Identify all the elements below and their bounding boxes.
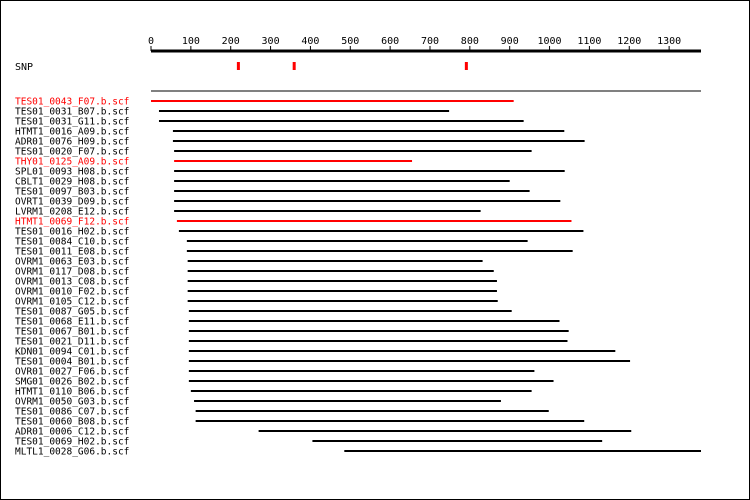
read-name-label[interactable]: TES01_0067_B01.b.scf (15, 327, 129, 338)
read-name-label[interactable]: TES01_0021_D11.b.scf (15, 337, 129, 348)
read-name-label[interactable]: THY01_0125_A09.b.scf (15, 157, 129, 168)
read-row: OVRM1_0063_E03.b.scf (15, 257, 483, 268)
read-name-label[interactable]: TES01_0016_H02.b.scf (15, 227, 129, 238)
axis-tick-label: 0 (148, 36, 154, 47)
axis-tick-label: 100 (182, 36, 200, 47)
read-name-label[interactable]: OVRT1_0039_D09.b.scf (15, 197, 129, 208)
read-row: ADR01_0076_H09.b.scf (15, 137, 585, 148)
read-name-label[interactable]: SPL01_0093_H08.b.scf (15, 167, 129, 178)
read-row: TES01_0087_G05.b.scf (15, 307, 512, 318)
read-row: TES01_0084_C10.b.scf (15, 237, 528, 248)
read-name-label[interactable]: TES01_0097_B03.b.scf (15, 187, 129, 198)
read-name-label[interactable]: HTMT1_0069_F12.b.scf (15, 217, 129, 228)
read-name-label[interactable]: TES01_0031_G11.b.scf (15, 117, 129, 128)
read-row: TES01_0021_D11.b.scf (15, 337, 568, 348)
axis-tick-label: 900 (501, 36, 519, 47)
read-row: OVRM1_0013_C08.b.scf (15, 277, 497, 288)
read-row: OVRM1_0117_D08.b.scf (15, 267, 494, 278)
axis-tick-label: 1000 (538, 36, 562, 47)
read-row: SMG01_0026_B02.b.scf (15, 377, 554, 388)
position-axis: 0 100 200 300 400 500 600 700 800 900 1000 1100 1200… (148, 36, 701, 53)
read-row: TES01_0060_B08.b.scf (15, 417, 585, 428)
read-name-label[interactable]: HTMT1_0110_B06.b.scf (15, 387, 129, 398)
read-name-label[interactable]: OVRM1_0105_C12.b.scf (15, 297, 129, 308)
read-row: THY01_0125_A09.b.scf (15, 157, 413, 168)
read-name-label[interactable]: TES01_0084_C10.b.scf (15, 237, 129, 248)
read-name-label[interactable]: TES01_0004_B01.b.scf (15, 357, 129, 368)
read-row: TES01_0086_C07.b.scf (15, 407, 549, 418)
read-name-label[interactable]: TES01_0031_B07.b.scf (15, 107, 129, 118)
read-name-label[interactable]: TES01_0068_E11.b.scf (15, 317, 129, 328)
read-name-label[interactable]: MLTL1_0028_G06.b.scf (15, 447, 129, 458)
axis-tick-label: 1100 (577, 36, 601, 47)
read-name-label[interactable]: OVRM1_0117_D08.b.scf (15, 267, 129, 278)
read-name-label[interactable]: ADR01_0076_H09.b.scf (15, 137, 129, 148)
axis-tick-label: 400 (301, 36, 319, 47)
read-name-label[interactable]: TES01_0011_E08.b.scf (15, 247, 129, 258)
read-row: TES01_0097_B03.b.scf (15, 187, 530, 198)
snp-marker[interactable] (292, 62, 296, 70)
read-name-label[interactable]: TES01_0069_H02.b.scf (15, 437, 129, 448)
read-name-label[interactable]: SMG01_0026_B02.b.scf (15, 377, 129, 388)
read-row: ADR01_0006_C12.b.scf (15, 427, 632, 438)
read-row: OVRM1_0050_G03.b.scf (15, 397, 501, 408)
read-row: SPL01_0093_H08.b.scf (15, 167, 565, 178)
axis-tick-label: 800 (461, 36, 479, 47)
read-name-label[interactable]: TES01_0060_B08.b.scf (15, 417, 129, 428)
axis-tick-label: 600 (381, 36, 399, 47)
axis-tick-label: 300 (262, 36, 280, 47)
read-row: TES01_0069_H02.b.scf (15, 437, 603, 448)
read-name-label[interactable]: TES01_0087_G05.b.scf (15, 307, 129, 318)
read-row: TES01_0031_B07.b.scf (15, 107, 450, 118)
read-row: TES01_0067_B01.b.scf (15, 327, 569, 338)
read-name-label[interactable]: TES01_0086_C07.b.scf (15, 407, 129, 418)
read-row: TES01_0020_F07.b.scf (15, 147, 532, 158)
read-list: TES01_0043_F07.b.scfTES01_0031_B07.b.scf… (15, 97, 701, 458)
read-row: LVRM1_0208_E12.b.scf (15, 207, 481, 218)
read-name-label[interactable]: TES01_0020_F07.b.scf (15, 147, 129, 158)
read-name-label[interactable]: OVRM1_0050_G03.b.scf (15, 397, 129, 408)
snp-marker[interactable] (236, 62, 240, 70)
axis-tick-label: 700 (421, 36, 439, 47)
read-row: TES01_0031_G11.b.scf (15, 117, 524, 128)
axis-tick-label: 1300 (657, 36, 681, 47)
snp-track-label: SNP (15, 62, 33, 73)
axis-tick-label: 1200 (617, 36, 641, 47)
read-row: TES01_0011_E08.b.scf (15, 247, 573, 258)
snp-marker[interactable] (464, 62, 468, 70)
read-row: KDN01_0094_C01.b.scf (15, 347, 616, 358)
read-name-label[interactable]: HTMT1_0016_A09.b.scf (15, 127, 129, 138)
read-name-label[interactable]: OVR01_0027_F06.b.scf (15, 367, 129, 378)
read-name-label[interactable]: OVRM1_0063_E03.b.scf (15, 257, 129, 268)
read-row: TES01_0043_F07.b.scf (15, 97, 514, 108)
axis-tick-label: 500 (341, 36, 359, 47)
read-row: HTMT1_0069_F12.b.scf (15, 217, 572, 228)
read-name-label[interactable]: OVRM1_0010_F02.b.scf (15, 287, 129, 298)
read-name-label[interactable]: KDN01_0094_C01.b.scf (15, 347, 129, 358)
read-row: TES01_0004_B01.b.scf (15, 357, 631, 368)
read-row: CBLT1_0029_H08.b.scf (15, 177, 510, 188)
read-name-label[interactable]: OVRM1_0013_C08.b.scf (15, 277, 129, 288)
read-row: TES01_0016_H02.b.scf (15, 227, 584, 238)
read-name-label[interactable]: LVRM1_0208_E12.b.scf (15, 207, 129, 218)
read-row: OVRM1_0010_F02.b.scf (15, 287, 497, 298)
read-row: OVRT1_0039_D09.b.scf (15, 197, 561, 208)
read-row: OVRM1_0105_C12.b.scf (15, 297, 498, 308)
axis-tick-label: 200 (222, 36, 240, 47)
read-row: TES01_0068_E11.b.scf (15, 317, 560, 328)
read-name-label[interactable]: CBLT1_0029_H08.b.scf (15, 177, 129, 188)
read-row: OVR01_0027_F06.b.scf (15, 367, 535, 378)
snp-track: SNP (15, 62, 468, 73)
read-name-label[interactable]: ADR01_0006_C12.b.scf (15, 427, 129, 438)
read-row: HTMT1_0110_B06.b.scf (15, 387, 532, 398)
read-row: HTMT1_0016_A09.b.scf (15, 127, 565, 138)
read-name-label[interactable]: TES01_0043_F07.b.scf (15, 97, 129, 108)
read-row: MLTL1_0028_G06.b.scf (15, 447, 701, 458)
